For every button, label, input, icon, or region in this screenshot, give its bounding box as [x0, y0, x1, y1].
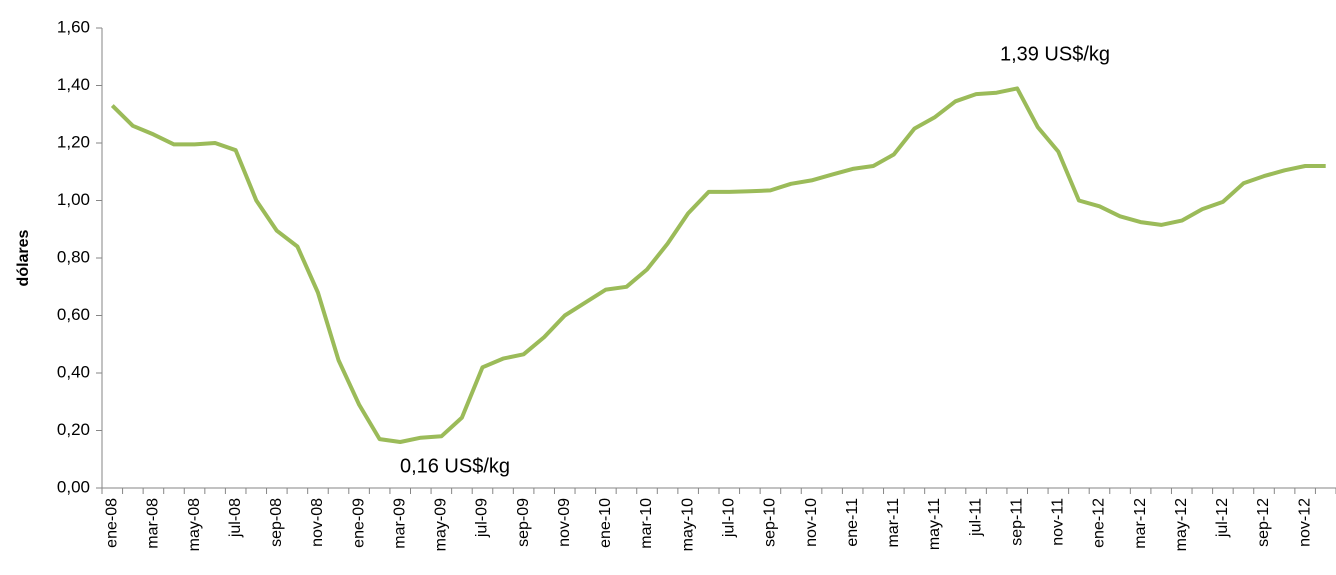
y-tick-label: 1,60	[57, 17, 90, 36]
x-tick-label: nov-10	[803, 498, 820, 547]
x-tick-label: may-08	[186, 498, 203, 551]
x-tick-label: jul-12	[1214, 498, 1231, 538]
x-tick-label: mar-08	[145, 498, 162, 549]
x-tick-label: mar-10	[638, 498, 655, 549]
x-tick-label: ene-12	[1091, 498, 1108, 548]
y-tick-label: 0,00	[57, 477, 90, 496]
x-tick-label: sep-12	[1255, 498, 1272, 547]
x-tick-label: jul-11	[967, 498, 984, 537]
x-tick-label: mar-09	[391, 498, 408, 549]
x-tick-label: may-12	[1173, 498, 1190, 551]
x-tick-label: may-11	[926, 498, 943, 550]
x-tick-label: sep-11	[1008, 498, 1025, 546]
x-tick-label: nov-09	[556, 498, 573, 547]
x-tick-label: sep-10	[762, 498, 779, 547]
x-tick-label: ene-08	[104, 498, 121, 548]
y-tick-label: 1,20	[57, 132, 90, 151]
y-tick-label: 0,60	[57, 305, 90, 324]
y-axis-label: dólares	[15, 229, 32, 286]
y-tick-label: 1,40	[57, 75, 90, 94]
y-tick-label: 0,40	[57, 362, 90, 381]
x-tick-label: jul-10	[721, 498, 738, 538]
x-tick-label: may-10	[679, 498, 696, 551]
x-tick-label: jul-09	[474, 498, 491, 538]
x-tick-label: ene-11	[844, 498, 861, 547]
y-tick-label: 0,20	[57, 420, 90, 439]
x-tick-label: mar-12	[1132, 498, 1149, 549]
x-tick-label: ene-10	[597, 498, 614, 548]
annotation: 1,39 US$/kg	[1000, 43, 1110, 65]
x-tick-label: ene-09	[350, 498, 367, 548]
x-tick-label: jul-08	[227, 498, 244, 538]
line-series	[110, 86, 1326, 444]
x-tick-label: nov-11	[1050, 498, 1067, 546]
y-tick-label: 0,80	[57, 247, 90, 266]
y-tick-label: 1,00	[57, 190, 90, 209]
x-tick-label: sep-08	[268, 498, 285, 547]
x-tick-label: nov-08	[309, 498, 326, 547]
x-tick-label: sep-09	[515, 498, 532, 547]
x-tick-label: may-09	[433, 498, 450, 551]
x-tick-label: nov-12	[1296, 498, 1313, 547]
annotation: 0,16 US$/kg	[400, 455, 510, 477]
x-tick-label: mar-11	[885, 498, 902, 548]
